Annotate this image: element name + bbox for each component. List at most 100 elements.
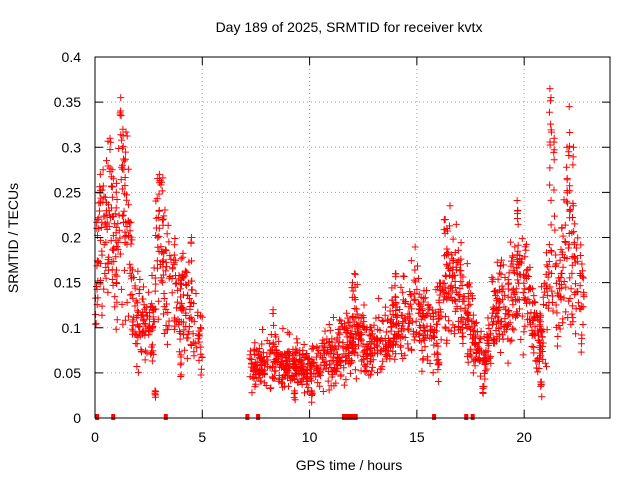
data-point <box>171 235 179 243</box>
data-point <box>451 283 459 291</box>
data-point <box>406 291 414 299</box>
data-point <box>174 286 182 294</box>
data-point <box>386 307 394 315</box>
data-point <box>257 355 265 363</box>
data-point <box>184 292 192 300</box>
data-point <box>118 144 126 152</box>
data-point <box>188 257 196 265</box>
data-point <box>531 299 539 307</box>
data-point <box>92 310 100 318</box>
data-point <box>550 186 558 194</box>
data-point <box>549 307 557 315</box>
data-point <box>334 360 342 368</box>
data-point <box>509 253 517 261</box>
data-point <box>177 371 185 379</box>
data-point <box>389 311 397 319</box>
data-point <box>533 364 541 372</box>
data-point <box>569 161 577 169</box>
data-point <box>107 182 115 190</box>
data-points <box>91 85 588 406</box>
data-point <box>264 356 272 364</box>
data-point <box>542 270 550 278</box>
data-point <box>175 348 183 356</box>
data-point <box>470 327 478 335</box>
data-point <box>314 379 322 387</box>
data-point <box>99 182 107 190</box>
data-point <box>372 314 380 322</box>
data-point <box>418 306 426 314</box>
data-point <box>189 338 197 346</box>
data-point <box>392 350 400 358</box>
data-point <box>158 178 166 186</box>
data-point <box>511 243 519 251</box>
chart-title: Day 189 of 2025, SRMTID for receiver kvt… <box>216 19 483 35</box>
data-point <box>495 330 503 338</box>
data-point <box>107 237 115 245</box>
data-point <box>130 274 138 282</box>
data-point <box>180 326 188 334</box>
data-point <box>537 352 545 360</box>
data-point <box>149 347 157 355</box>
data-point <box>443 251 451 259</box>
data-point <box>98 302 106 310</box>
y-tick-label: 0.4 <box>62 49 82 65</box>
data-point <box>348 313 356 321</box>
data-point <box>475 355 483 363</box>
data-point <box>325 337 333 345</box>
data-point <box>559 232 567 240</box>
data-point <box>119 165 127 173</box>
data-point <box>448 274 456 282</box>
data-point <box>435 299 443 307</box>
data-point <box>440 280 448 288</box>
data-point <box>481 351 489 359</box>
data-point <box>514 295 522 303</box>
data-point <box>180 291 187 299</box>
data-point <box>304 384 312 392</box>
data-point <box>179 249 187 257</box>
data-point <box>435 279 443 287</box>
data-point <box>554 289 562 297</box>
data-point <box>126 269 134 277</box>
data-point <box>301 389 309 397</box>
data-point <box>131 302 139 310</box>
data-point <box>325 386 333 394</box>
data-point <box>576 251 584 259</box>
data-point <box>159 310 167 318</box>
data-point <box>558 248 566 256</box>
data-point <box>550 212 558 220</box>
data-point <box>132 339 140 347</box>
data-point <box>111 293 119 301</box>
data-point <box>127 264 135 272</box>
data-point <box>495 305 503 313</box>
data-point <box>556 325 564 333</box>
x-tick-label: 0 <box>91 429 99 445</box>
data-point <box>154 315 162 323</box>
zero-marker <box>256 414 261 420</box>
data-point <box>571 280 579 288</box>
data-point <box>360 361 368 369</box>
data-point <box>354 335 362 343</box>
y-tick-label: 0.25 <box>54 184 81 200</box>
data-point <box>366 344 374 352</box>
data-point <box>476 372 484 380</box>
zero-marker <box>111 414 116 420</box>
data-point <box>571 220 579 228</box>
data-point <box>514 207 522 215</box>
data-point <box>421 343 429 351</box>
data-point <box>255 370 263 378</box>
data-point <box>388 323 396 331</box>
data-point <box>362 352 370 360</box>
data-point <box>123 298 131 306</box>
data-point <box>155 232 163 240</box>
data-point <box>543 261 551 269</box>
data-point <box>358 357 366 365</box>
data-point <box>389 302 397 310</box>
data-point <box>283 368 291 376</box>
data-point <box>488 273 496 281</box>
data-point <box>485 325 493 333</box>
data-point <box>415 290 423 298</box>
data-point <box>337 320 345 328</box>
data-point <box>371 349 379 357</box>
data-point <box>334 325 342 333</box>
data-point <box>159 278 167 286</box>
